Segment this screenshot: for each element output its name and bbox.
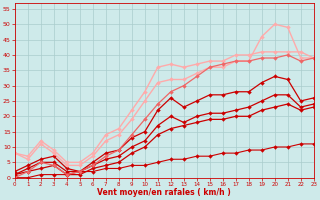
X-axis label: Vent moyen/en rafales ( km/h ): Vent moyen/en rafales ( km/h ) [97,188,231,197]
